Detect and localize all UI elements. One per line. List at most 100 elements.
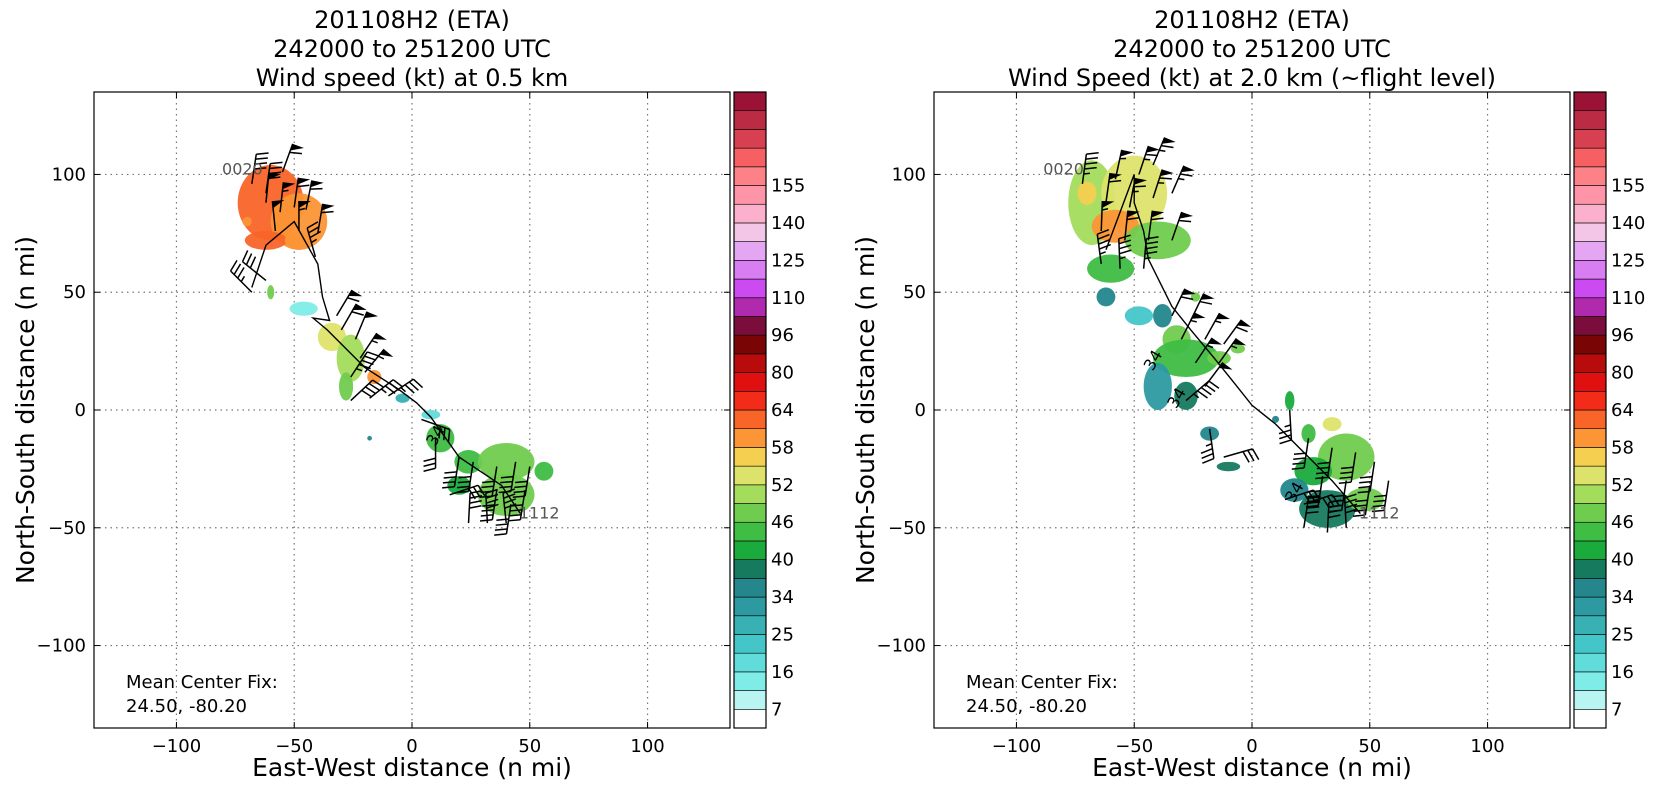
colorbar-swatch — [1573, 91, 1607, 112]
chart-title-line: 242000 to 251200 UTC — [273, 35, 551, 63]
wind-barb — [494, 504, 512, 536]
colorbar-swatch — [1573, 353, 1607, 373]
mean-center-fix-label: 24.50, -80.20 — [966, 696, 1087, 717]
colorbar-tick-label: 58 — [1611, 437, 1634, 458]
colorbar-tick-label: 46 — [1611, 512, 1634, 533]
x-tick-label: 50 — [518, 736, 541, 757]
wind-barb — [298, 200, 311, 231]
colorbar-swatch — [1573, 316, 1607, 336]
colorbar-tick-label: 46 — [771, 512, 794, 533]
wind-barb — [508, 489, 526, 522]
y-tick-label: 50 — [63, 282, 86, 303]
wind-barb — [354, 311, 379, 340]
wind-speed-patch — [1124, 306, 1154, 326]
colorbar-swatch — [733, 390, 767, 411]
wind-barb — [1371, 480, 1390, 513]
colorbar-tick-label: 96 — [771, 325, 794, 346]
y-tick-label: −100 — [877, 636, 926, 657]
track-time-label: 1112 — [1359, 504, 1400, 523]
wind-barb — [1105, 172, 1122, 203]
plot-frame — [93, 91, 731, 729]
wind-barb — [1171, 288, 1196, 317]
mean-center-fix-label: 24.50, -80.20 — [126, 696, 247, 717]
colorbar-swatch — [1573, 241, 1607, 261]
wind-speed-patch — [1174, 381, 1198, 410]
colorbar-swatch — [1573, 334, 1607, 355]
mean-center-fix-label: Mean Center Fix: — [126, 672, 278, 693]
wind-barb — [1100, 200, 1115, 232]
colorbar-swatch — [733, 652, 767, 673]
x-axis-label: East-West distance (n mi) — [1092, 753, 1412, 782]
colorbar-swatch — [1573, 521, 1607, 542]
wind-barb — [1138, 145, 1160, 175]
wind-speed-patch — [1153, 304, 1172, 328]
y-axis-label: North-South distance (n mi) — [851, 236, 880, 584]
y-axis-label: North-South distance (n mi) — [11, 236, 40, 584]
colorbar-swatch — [1573, 540, 1607, 560]
wind-barb — [1200, 428, 1215, 464]
colorbar-tick-label: 125 — [771, 250, 805, 271]
chart-title-line: Wind Speed (kt) at 2.0 km (~flight level… — [1008, 64, 1496, 92]
colorbar-swatch — [733, 147, 767, 168]
wind-speed-patch — [1230, 344, 1245, 354]
wind-speed-patch — [242, 216, 252, 227]
x-tick-label: −100 — [152, 736, 201, 757]
colorbar-swatch — [733, 166, 767, 186]
wind-speed-patch — [267, 285, 275, 300]
colorbar-swatch — [1573, 578, 1607, 598]
wind-speed-patch — [1096, 287, 1116, 307]
colorbar-swatch — [733, 110, 767, 130]
wind-barb — [1081, 151, 1099, 184]
colorbar-swatch — [1573, 428, 1607, 448]
wind-barb — [1352, 485, 1371, 517]
y-tick-label: 50 — [903, 282, 926, 303]
wind-barb — [1147, 210, 1165, 241]
colorbar-swatch — [733, 316, 767, 336]
colorbar-tick-label: 140 — [1611, 213, 1645, 234]
wind-speed-patch — [1087, 254, 1135, 283]
wind-barb — [350, 379, 384, 402]
y-tick-label: −50 — [48, 518, 86, 539]
wind-barb — [1343, 493, 1358, 528]
colorbar-swatch — [1573, 260, 1607, 280]
wind-barb — [241, 250, 267, 282]
wind-barb — [279, 182, 296, 213]
wind-speed-patch — [1284, 391, 1295, 411]
colorbar-tick-label: 58 — [771, 437, 794, 458]
colorbar-swatch — [1573, 222, 1607, 242]
colorbar-swatch — [733, 297, 767, 317]
wind-barb — [335, 289, 363, 317]
colorbar-tick-label: 34 — [771, 587, 794, 608]
colorbar-swatch — [733, 615, 767, 635]
colorbar-swatch — [1573, 652, 1607, 673]
y-tick-label: −100 — [37, 636, 86, 657]
wind-speed-patch — [367, 435, 372, 441]
colorbar-tick-label: 25 — [771, 624, 794, 645]
colorbar-tick-label: 34 — [1611, 587, 1634, 608]
wind-barb — [1128, 177, 1147, 208]
x-tick-label: −100 — [992, 736, 1041, 757]
x-tick-label: 0 — [1246, 736, 1257, 757]
wind-speed-patch — [1317, 433, 1375, 481]
colorbar-swatch — [1573, 110, 1607, 130]
colorbar-tick-label: 25 — [1611, 624, 1634, 645]
wind-barb — [251, 152, 269, 184]
colorbar-swatch — [733, 203, 767, 224]
y-tick-label: 0 — [915, 400, 926, 421]
wind-barb — [1171, 211, 1194, 241]
wind-speed-patch — [1077, 181, 1097, 206]
colorbar-swatch — [733, 241, 767, 261]
wind-barb — [340, 303, 367, 331]
colorbar-swatch — [1573, 372, 1607, 392]
colorbar-swatch — [1573, 297, 1607, 317]
wind-barb — [359, 332, 387, 359]
colorbar-swatch — [733, 278, 767, 299]
colorbar-tick-label: 52 — [1611, 475, 1634, 496]
wind-barb — [388, 378, 424, 397]
colorbar-tick-label: 64 — [1611, 400, 1634, 421]
mean-center-fix-label: Mean Center Fix: — [966, 672, 1118, 693]
colorbar-swatch — [733, 690, 767, 710]
chart-title-line: Wind speed (kt) at 0.5 km — [256, 64, 569, 92]
wind-barb — [1291, 438, 1310, 470]
